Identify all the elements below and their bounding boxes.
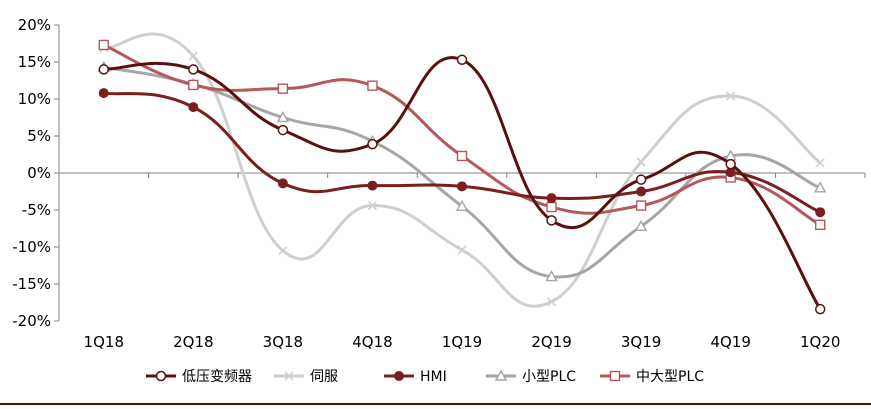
y-tick-label: 15% xyxy=(18,53,51,71)
x-tick-label: 4Q19 xyxy=(710,333,750,351)
legend-entry: 小型PLC xyxy=(486,369,576,385)
legend: 低压变频器 伺服 HMI 小型PLC 中大型PLC xyxy=(146,369,704,385)
legend-entry: 伺服 xyxy=(274,369,338,385)
data-point xyxy=(188,79,199,91)
data-point xyxy=(98,64,110,75)
x-tick-label: 4Q18 xyxy=(352,333,392,351)
y-tick-label: 10% xyxy=(18,90,51,108)
data-point xyxy=(98,88,109,99)
legend-label: 低压变频器 xyxy=(182,369,252,385)
data-point xyxy=(276,111,290,123)
data-point xyxy=(277,178,288,189)
series-0 xyxy=(98,54,826,315)
y-tick-label: 5% xyxy=(27,127,51,145)
data-point xyxy=(814,181,827,193)
data-point xyxy=(636,186,647,197)
legend-entry: 中大型PLC xyxy=(600,369,704,385)
legend-label: 伺服 xyxy=(310,369,338,385)
legend-entry: HMI xyxy=(384,369,447,385)
data-point xyxy=(278,246,288,256)
y-tick-label: -15% xyxy=(12,275,51,293)
y-tick-label: 20% xyxy=(18,16,51,34)
data-point xyxy=(726,91,736,101)
y-tick-label: 0% xyxy=(27,164,51,182)
data-point xyxy=(367,180,378,191)
series-line xyxy=(103,56,822,310)
data-point xyxy=(367,200,378,211)
data-point xyxy=(188,51,198,61)
data-point xyxy=(98,39,109,51)
legend-marker xyxy=(394,371,404,381)
data-point xyxy=(636,157,646,167)
series-2 xyxy=(98,88,826,218)
data-point xyxy=(367,138,378,150)
x-tick-label: 1Q18 xyxy=(84,333,124,351)
series-1 xyxy=(99,32,825,308)
x-tick-label: 2Q18 xyxy=(173,333,213,351)
legend-marker xyxy=(609,370,621,382)
marker-x-stroke xyxy=(457,245,467,255)
legend-entry: 低压变频器 xyxy=(146,369,252,385)
data-point xyxy=(546,297,557,307)
legend-marker xyxy=(494,369,508,381)
data-point xyxy=(546,201,557,213)
data-point xyxy=(277,124,289,136)
data-point xyxy=(815,207,826,218)
x-tick-label: 1Q19 xyxy=(442,333,482,351)
data-point xyxy=(367,80,378,91)
data-point xyxy=(815,158,825,168)
legend-label: 中大型PLC xyxy=(636,369,704,385)
y-tick-label: -5% xyxy=(22,201,51,219)
data-point xyxy=(456,54,468,66)
data-point xyxy=(635,200,647,211)
data-point xyxy=(455,199,469,212)
data-point xyxy=(457,245,467,255)
data-point xyxy=(545,270,558,282)
marker-x-stroke xyxy=(284,371,294,381)
data-point xyxy=(635,174,647,185)
x-tick-label: 2Q19 xyxy=(531,333,571,351)
axes: -20% -15% -10% -5% 0% 5% 10% 15% 20% 1Q18 2Q18 3Q18… xyxy=(12,16,866,351)
marker-x-stroke xyxy=(815,158,825,168)
series-line xyxy=(103,32,822,308)
x-tick-label: 3Q19 xyxy=(621,333,661,351)
marker-x-stroke xyxy=(546,297,557,307)
x-tick-label: 3Q18 xyxy=(263,333,303,351)
series-line xyxy=(103,43,821,227)
data-point xyxy=(634,219,648,231)
legend-marker xyxy=(284,371,294,381)
data-point xyxy=(188,102,199,113)
series-lines xyxy=(97,32,827,315)
marker-x-stroke xyxy=(367,200,378,211)
marker-x-stroke xyxy=(726,91,736,101)
legend-label: HMI xyxy=(420,369,447,385)
data-point xyxy=(277,83,289,94)
data-point xyxy=(546,193,557,204)
legend-label: 小型PLC xyxy=(522,369,576,385)
data-point xyxy=(546,215,557,226)
data-point xyxy=(456,150,468,162)
legend-marker xyxy=(155,370,167,382)
data-point xyxy=(457,181,467,192)
marker-x-stroke xyxy=(188,51,198,61)
data-point xyxy=(188,64,199,75)
x-tick-label: 1Q20 xyxy=(800,333,840,351)
series-line xyxy=(103,65,821,279)
y-tick-label: -10% xyxy=(12,238,51,256)
y-tick-label: -20% xyxy=(12,312,51,330)
marker-x-stroke xyxy=(278,246,288,256)
data-point xyxy=(814,303,826,315)
marker-x-stroke xyxy=(636,157,646,167)
data-point xyxy=(725,158,736,170)
data-point xyxy=(815,219,826,231)
